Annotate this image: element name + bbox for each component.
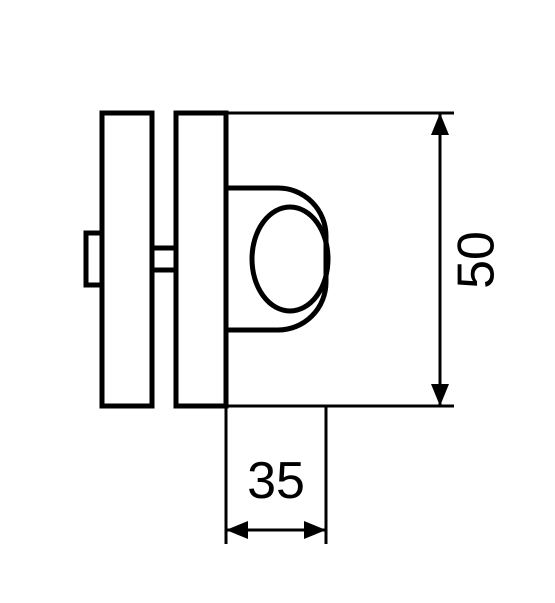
dim-label-vertical: 50: [448, 231, 506, 289]
plate-1: [102, 113, 152, 406]
dim-label-horizontal: 35: [247, 452, 305, 510]
plate-2: [176, 113, 226, 406]
